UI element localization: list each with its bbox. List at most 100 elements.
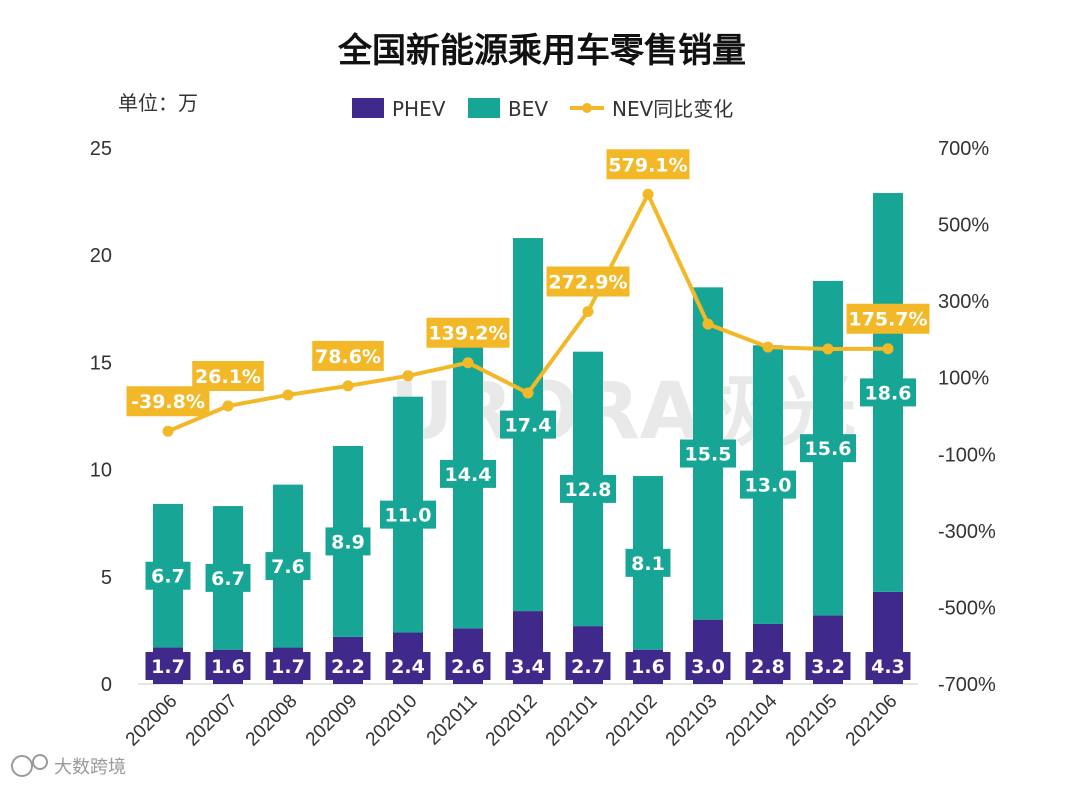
left-axis-tick-label: 20: [90, 245, 112, 267]
x-tick-label: 202012: [482, 691, 542, 751]
phev-value-label-bg: [865, 652, 911, 680]
phev-value-label-bg: [325, 652, 371, 680]
phev-value-label-bg: [625, 652, 671, 680]
legend-phev-swatch: [352, 98, 384, 118]
phev-value-label: 1.7: [271, 656, 305, 678]
bev-value-label-bg: [145, 561, 191, 590]
footer: 大数跨境: [11, 754, 126, 778]
nev-line-point: [402, 370, 414, 382]
nev-line-point: [462, 357, 474, 369]
nev-pct-label-bg: [126, 386, 210, 417]
nev-pct-label-bg: [606, 149, 690, 180]
bev-value-label-bg: [380, 500, 436, 529]
legend-phev-label: PHEV: [392, 97, 446, 121]
x-tick-label: 202104: [722, 690, 782, 750]
nev-line-point: [282, 389, 294, 401]
left-axis-tick-label: 25: [90, 138, 112, 160]
phev-value-label-bg: [505, 652, 551, 680]
phev-value-label: 2.7: [571, 656, 605, 678]
phev-value-label: 1.7: [151, 656, 185, 678]
legend-bev-swatch: [468, 98, 500, 118]
right-axis-tick-label: 700%: [938, 138, 989, 160]
legend: PHEV BEV NEV同比变化: [352, 97, 733, 121]
bev-value-label: 17.4: [505, 415, 552, 437]
x-tick-label: 202106: [842, 691, 902, 751]
bev-value-label-bg: [500, 410, 556, 439]
bev-value-label-bg: [800, 434, 856, 463]
x-tick-label: 202105: [782, 691, 842, 751]
left-axis-tick-label: 15: [90, 352, 112, 374]
phev-value-label-bg: [265, 652, 311, 680]
phev-value-label: 2.2: [331, 656, 365, 678]
right-axis-tick-label: -300%: [938, 521, 996, 543]
nev-pct-label: 26.1%: [195, 366, 261, 388]
x-axis-ticks: 202006 202007 202008 202009 202010 202011 2020…: [122, 690, 902, 750]
nev-pct-label: 579.1%: [608, 154, 687, 176]
phev-value-label-bg: [685, 652, 731, 680]
x-tick-label: 202102: [602, 691, 662, 751]
bev-value-label-bg: [680, 439, 736, 468]
bev-value-label-bg: [560, 474, 616, 503]
chart-title: 全国新能源乘用车零售销量: [337, 31, 746, 71]
phev-value-label: 2.6: [451, 656, 485, 678]
phev-value-label-bg: [745, 652, 791, 680]
bev-value-label: 6.7: [151, 566, 185, 588]
nev-pct-label-bg: [546, 266, 630, 297]
bev-value-label: 11.0: [385, 505, 432, 527]
phev-value-label: 2.8: [751, 656, 785, 678]
bev-value-label: 13.0: [745, 475, 792, 497]
x-tick-label: 202009: [302, 691, 362, 751]
right-axis-tick-label: -100%: [938, 444, 996, 466]
footer-text: 大数跨境: [54, 757, 126, 778]
left-axis-tick-label: 10: [90, 460, 112, 482]
phev-value-label: 1.6: [631, 656, 665, 678]
nev-line-point: [762, 341, 774, 353]
legend-nev-label: NEV同比变化: [612, 97, 733, 121]
nev-pct-label-bg: [426, 317, 510, 348]
nev-pct-label: 175.7%: [848, 309, 927, 331]
x-tick-label: 202008: [242, 691, 302, 751]
phev-value-label: 1.6: [211, 656, 245, 678]
nev-line-point: [582, 306, 594, 318]
nev-pct-label: 139.2%: [428, 323, 507, 345]
x-tick-label: 202101: [542, 691, 602, 751]
bev-value-label-bg: [325, 527, 371, 556]
phev-value-label-bg: [145, 652, 191, 680]
nev-line-point: [822, 343, 834, 355]
bev-value-label-bg: [265, 552, 311, 581]
right-axis: -700% -500% -300% -100% 100% 300% 500% 700%: [938, 138, 996, 696]
left-axis: 0 5 10 15 20 25: [90, 138, 112, 696]
phev-value-label: 3.0: [691, 656, 725, 678]
nev-line-point: [162, 425, 174, 437]
bev-value-label: 14.4: [445, 464, 492, 486]
nev-line-series: [162, 188, 894, 437]
bev-value-label: 15.6: [805, 438, 852, 460]
nev-line-point: [702, 318, 714, 330]
bev-value-label: 15.5: [685, 444, 732, 466]
nev-line-point: [222, 400, 234, 412]
x-tick-label: 202011: [423, 691, 482, 750]
right-axis-tick-label: 500%: [938, 215, 989, 237]
nev-pct-labels: -39.8% 26.1% 78.6% 139.2% 272.9% 579.1% 175.7%: [126, 149, 930, 417]
phev-value-label: 3.4: [511, 656, 545, 678]
phev-value-label: 3.2: [811, 656, 845, 678]
phev-value-label-bg: [205, 652, 251, 680]
unit-label: 单位：万: [118, 91, 198, 115]
nev-line-point: [882, 343, 894, 355]
bev-value-label: 18.6: [865, 382, 912, 404]
bar-labels: 1.7 6.7 1.6 6.7 1.7 7.6 2.2 8.9 2.4 11.0 2.6 14.4 3.…: [145, 378, 916, 680]
x-tick-label: 202006: [122, 691, 182, 751]
bev-value-label-bg: [860, 378, 916, 407]
nev-pct-label-bg: [312, 340, 384, 371]
x-tick-label: 202010: [362, 691, 422, 751]
bev-value-label: 6.7: [211, 568, 245, 590]
bev-value-label: 7.6: [271, 556, 305, 578]
bev-value-label-bg: [440, 459, 496, 488]
phev-value-label: 2.4: [391, 656, 425, 678]
bev-value-label-bg: [205, 563, 251, 592]
phev-value-label-bg: [385, 652, 431, 680]
legend-nev-marker: [582, 103, 592, 113]
x-tick-label: 202103: [662, 691, 722, 751]
right-axis-tick-label: 100%: [938, 368, 989, 390]
